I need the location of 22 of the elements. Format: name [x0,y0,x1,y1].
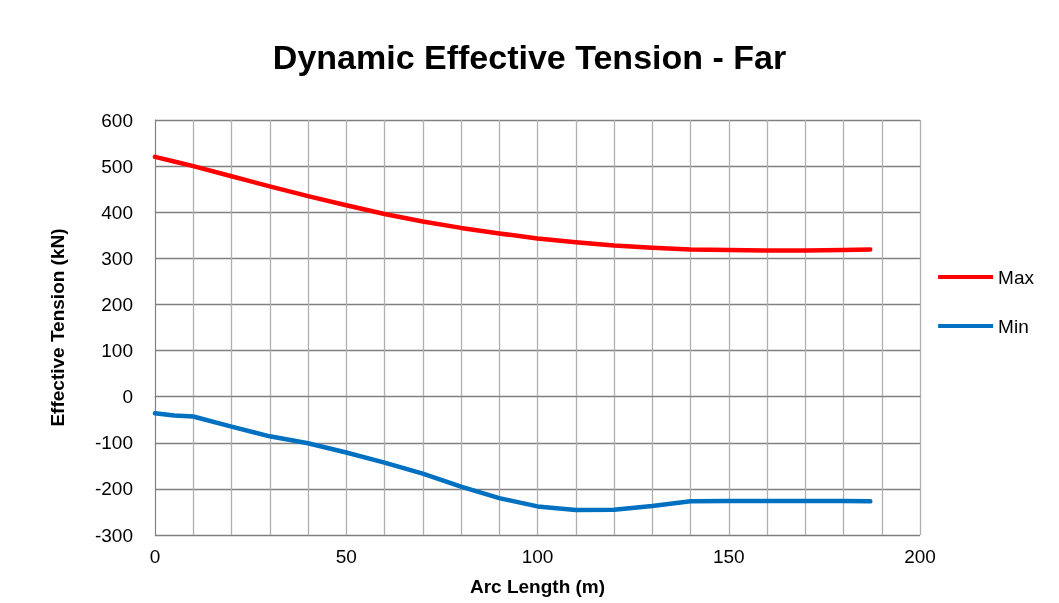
y-tick-label: 600 [101,109,133,131]
y-axis-title: Effective Tension (kN) [47,228,68,427]
chart-title: Dynamic Effective Tension - Far [272,38,787,76]
y-tick-label: 300 [101,247,133,269]
y-tick-label: 400 [101,201,133,223]
y-tick-label: 200 [101,293,133,315]
x-tick-label: 0 [149,546,161,567]
x-tick-label: 50 [335,546,357,567]
y-tick-label: 500 [101,155,133,177]
y-tick-label: 0 [122,386,133,408]
y-tick-label: -300 [94,524,133,546]
y-tick-label: 100 [101,340,133,362]
legend-label: Min [998,315,1029,337]
x-tick-label: 100 [521,546,554,567]
line-series [152,411,873,513]
x-tick-label: 150 [712,546,745,567]
y-tick-label: -200 [94,478,133,500]
legend-label: Max [998,266,1035,288]
x-tick-label: 200 [904,546,936,567]
line-series [152,154,873,253]
y-tick-label: -100 [94,432,133,454]
x-axis-title: Arc Length (m) [469,576,606,597]
